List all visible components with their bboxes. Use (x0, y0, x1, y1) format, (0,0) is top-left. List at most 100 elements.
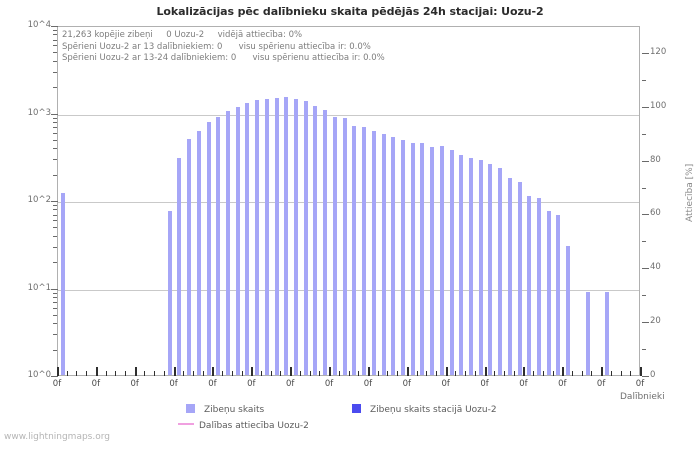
y-axis-minor-tick-left (53, 87, 57, 89)
x-axis-tick-label: 0f (519, 379, 528, 389)
y-axis-minor-tick-left (53, 214, 57, 216)
bar (342, 117, 347, 375)
y-axis-minor-tick-left (53, 296, 57, 298)
bar (430, 147, 435, 375)
x-axis-tick-minor (299, 371, 301, 376)
x-axis-tick-label: 0f (91, 379, 101, 389)
y-axis-minor-tick-left (53, 52, 57, 54)
x-axis-tick-minor (377, 371, 379, 376)
y-axis-tick-label-right: 80 (650, 154, 661, 165)
y-axis-minor-tick-right (642, 295, 646, 297)
x-axis-tick-minor (163, 371, 165, 376)
y-axis-tick-label-left: 10^2 (27, 195, 51, 205)
y-axis-minor-tick-left (53, 205, 57, 206)
x-axis-tick-minor (358, 371, 360, 376)
bar (439, 146, 444, 375)
y-axis-minor-tick-left (53, 235, 57, 237)
y-axis-minor-tick-right (642, 79, 646, 81)
x-axis-tick-minor (66, 371, 68, 376)
x-axis-tick-major (173, 367, 176, 376)
legend-swatch-icon (352, 404, 361, 413)
x-axis-tick-minor (542, 371, 544, 376)
x-axis-tick-minor (552, 371, 554, 376)
bar (235, 107, 240, 375)
x-axis-tick-minor (397, 371, 399, 376)
y-axis-tick-right (642, 52, 649, 54)
x-axis-tick-label: 0f (324, 379, 334, 389)
x-axis-tick-minor (144, 371, 146, 376)
x-axis-tick-minor (193, 371, 195, 376)
plot-area (57, 26, 640, 376)
y-axis-tick-label-left: 10^1 (27, 282, 51, 293)
y-axis-minor-tick-left (53, 117, 57, 119)
bar (556, 214, 561, 375)
bar (274, 97, 279, 375)
gridline (58, 202, 639, 203)
bar (536, 198, 541, 375)
x-axis-tick-minor (503, 371, 505, 376)
x-axis-tick-minor (513, 371, 515, 376)
y-axis-tick-left (51, 201, 58, 202)
y-axis-tick-left (51, 288, 58, 290)
legend-label: Zibeņu skaits (204, 405, 265, 415)
y-axis-tick-label-right: 0 (650, 370, 656, 380)
x-axis-tick-minor (348, 371, 350, 376)
y-axis-minor-tick-left (53, 227, 57, 229)
y-axis-minor-tick-right (642, 241, 646, 243)
x-axis-tick-label: 0f (52, 379, 62, 389)
legend-label: Zibeņu skaits stacijā Uozu-2 (370, 405, 497, 415)
x-axis-tick-minor (183, 371, 185, 376)
y-axis-tick-left (51, 113, 58, 115)
y-axis-minor-tick-left (53, 174, 57, 176)
x-axis-tick-minor (125, 371, 127, 376)
x-axis-tick-major (212, 367, 215, 376)
x-axis-tick-minor (76, 371, 78, 376)
bar (255, 99, 260, 375)
x-axis-tick-label: 0f (402, 379, 411, 389)
y-axis-tick-right (642, 160, 649, 162)
bar (206, 121, 211, 375)
x-axis-tick-minor (86, 371, 88, 376)
y-axis-minor-tick-left (53, 30, 57, 31)
x-axis-tick-label: 0f (596, 379, 606, 389)
y-axis-minor-tick-left (53, 121, 57, 123)
y-axis-minor-tick-right (642, 187, 646, 189)
x-axis-tick-label: 0f (285, 379, 295, 389)
y-axis-minor-tick-left (53, 39, 57, 41)
y-axis-minor-tick-left (53, 209, 57, 211)
x-axis-tick-minor (591, 371, 593, 376)
y-axis-tick-right (642, 376, 649, 377)
bar (245, 103, 250, 375)
gridline (58, 114, 639, 116)
x-axis-tick-minor (610, 371, 612, 376)
x-axis-tick-minor (154, 371, 156, 376)
y-axis-minor-tick-left (53, 139, 57, 141)
x-axis-tick-major (367, 367, 370, 376)
watermark: www.lightningmaps.org (4, 432, 110, 442)
x-axis-tick-label: 0f (130, 379, 139, 389)
y-axis-tick-right (642, 322, 649, 324)
x-axis-tick-minor (426, 371, 428, 376)
x-axis-title: Dalībnieki (620, 392, 665, 402)
y-axis-minor-tick-left (53, 45, 57, 47)
bar (177, 158, 182, 375)
x-axis-tick-major (290, 367, 293, 376)
legend-item[interactable]: Dalības attiecība Uozu-2 (178, 413, 309, 432)
bar (585, 291, 590, 375)
legend-item[interactable]: Zibeņu skaits stacijā Uozu-2 (352, 397, 497, 416)
y-axis-minor-tick-left (53, 262, 57, 264)
x-axis-tick-major (562, 367, 565, 376)
x-axis-tick-minor (231, 371, 233, 376)
y-axis-tick-label-left: 10^0 (27, 370, 51, 380)
y-axis-minor-tick-right (642, 349, 646, 351)
y-axis-minor-tick-left (53, 349, 57, 351)
legend-item[interactable]: Zibeņu skaits (186, 397, 264, 416)
x-axis-tick-label: 0f (480, 379, 489, 389)
bar (303, 101, 308, 375)
x-axis-tick-major (601, 367, 604, 376)
x-axis-tick-minor (309, 371, 311, 376)
bar (517, 182, 522, 375)
x-axis-tick-minor (435, 371, 437, 376)
x-axis-tick-minor (581, 371, 583, 376)
x-axis-tick-minor (222, 371, 224, 376)
